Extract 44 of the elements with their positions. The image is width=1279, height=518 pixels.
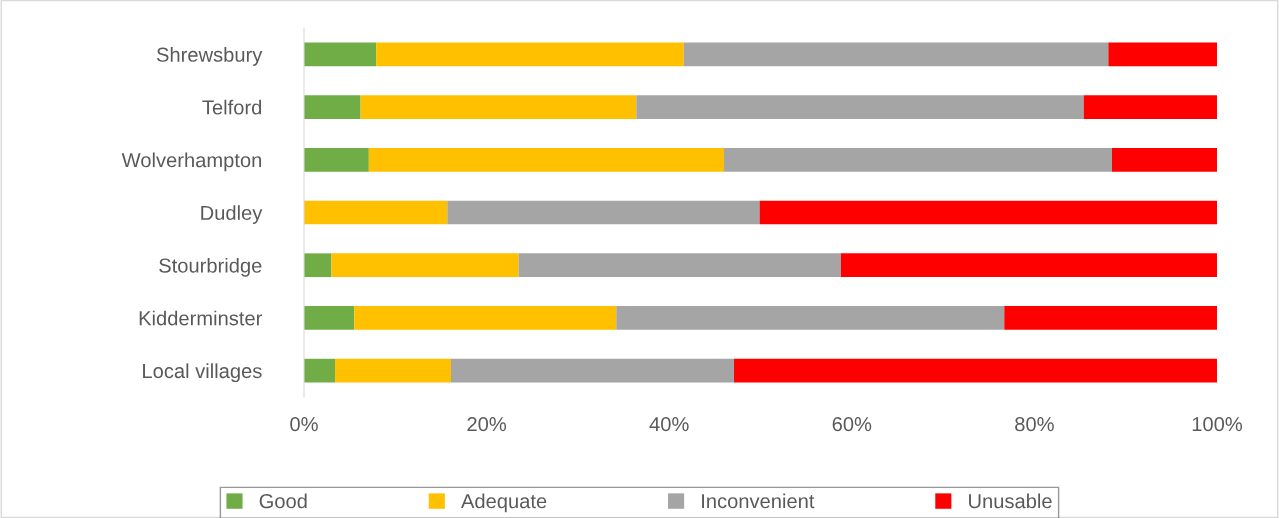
y-tick-label: Dudley [201, 205, 263, 224]
bar [331, 253, 519, 278]
legend-label: Inconvenient [702, 493, 815, 509]
y-tick-label: Wolverhampton [121, 152, 262, 172]
bar [304, 42, 377, 67]
legend-label: Unusable [969, 493, 1052, 509]
bar [304, 358, 336, 383]
x-tick-label: 80% [1015, 416, 1054, 432]
legend-label: Good [259, 493, 307, 509]
bar [360, 95, 637, 119]
bar [1083, 95, 1217, 119]
bar [1004, 306, 1217, 330]
y-tick-label: Telford [202, 99, 262, 115]
bar [304, 95, 361, 119]
bar [376, 42, 684, 67]
bar [450, 358, 735, 383]
bar [636, 95, 1084, 119]
bar [368, 147, 724, 172]
y-tick-label: Shrewsbury [156, 47, 263, 66]
bar [354, 306, 617, 330]
bar [840, 253, 1217, 278]
bar [723, 147, 1112, 172]
bar [447, 200, 760, 225]
bar [759, 200, 1217, 225]
bar [335, 358, 451, 383]
legend-label: Adequate [461, 493, 547, 513]
bar [304, 253, 332, 278]
y-tick-label: Kidderminster [139, 310, 263, 326]
bar [304, 306, 355, 330]
y-tick-label: Stourbridge [159, 257, 262, 277]
bar [734, 358, 1217, 383]
x-tick-label: 20% [467, 416, 507, 432]
x-tick-label: 100% [1192, 416, 1243, 432]
bar [518, 253, 841, 278]
x-tick-label: 60% [832, 416, 872, 432]
bar [683, 42, 1109, 67]
bar [1112, 147, 1217, 172]
bar [304, 147, 369, 172]
bar [304, 200, 448, 225]
y-tick-label: Local villages [143, 363, 262, 383]
bar [616, 306, 1005, 330]
x-tick-label: 0% [290, 416, 318, 432]
x-tick-label: 40% [649, 416, 689, 432]
bar [1108, 42, 1217, 67]
